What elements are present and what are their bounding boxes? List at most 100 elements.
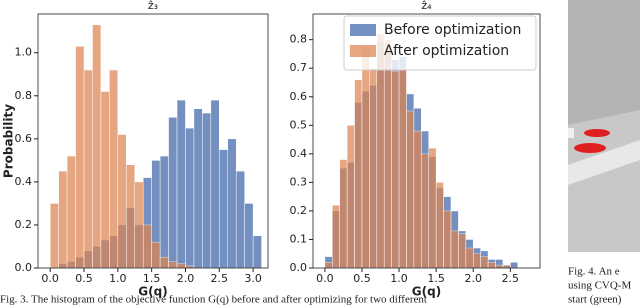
hist-bar <box>244 203 254 269</box>
x-tick-label: 1.0 <box>390 272 408 285</box>
x-tick-label: 2.0 <box>464 272 482 285</box>
x-axis-label: G(q) <box>138 285 167 299</box>
chart-title: ẑ₃ <box>148 0 158 12</box>
y-tick-label: 0.8 <box>290 33 308 46</box>
hist-bar <box>185 127 195 269</box>
hist-bar <box>443 210 452 269</box>
chart-title: ẑ₄ <box>421 0 432 12</box>
hist-bar <box>458 233 467 269</box>
hist-bar <box>75 46 85 269</box>
hist-bar <box>252 235 262 269</box>
hist-bar <box>176 263 186 269</box>
hist-bar <box>202 112 212 269</box>
hist-bar <box>92 24 102 269</box>
fig4-caption: start (green) <box>568 294 622 305</box>
x-tick-label: 0.5 <box>75 272 93 285</box>
y-tick-label: 0.3 <box>290 175 308 188</box>
fig3-caption: Fig. 3. The histogram of the objective f… <box>0 294 427 305</box>
y-tick-label: 0.2 <box>290 204 308 217</box>
x-tick-label: 1.5 <box>143 272 161 285</box>
legend-label: After optimization <box>384 43 509 59</box>
hist-bar <box>428 147 437 269</box>
hist-bar <box>126 164 135 269</box>
hist-bar <box>339 159 348 269</box>
hist-bar <box>219 149 228 269</box>
x-tick-label: 1.0 <box>109 272 127 285</box>
hist-bar <box>151 241 161 269</box>
hist-bar <box>109 69 119 269</box>
x-tick-label: 1.5 <box>427 272 445 285</box>
hist-bar <box>472 253 481 269</box>
hist-bar <box>235 170 245 269</box>
hist-bar <box>168 117 178 269</box>
hist-bar <box>487 262 496 269</box>
y-tick-label: 0.0 <box>290 261 308 274</box>
hist-bar <box>58 170 68 269</box>
x-tick-label: 0.5 <box>353 272 371 285</box>
hist-bar <box>502 264 511 269</box>
hist-bar <box>391 70 400 269</box>
hist-bar <box>413 130 422 269</box>
x-tick-label: 3.0 <box>244 272 262 285</box>
x-tick-label: 0.0 <box>41 272 59 285</box>
x-tick-label: 2.5 <box>502 272 520 285</box>
hist-bar <box>332 204 340 269</box>
x-tick-label: 2.0 <box>177 272 195 285</box>
hist-bar <box>142 224 152 269</box>
hist-bar <box>176 99 186 269</box>
legend-swatch <box>350 45 376 57</box>
y-tick-label: 0.6 <box>15 132 33 145</box>
legend-label: Before optimization <box>384 22 521 38</box>
x-tick-label: 0.0 <box>316 272 334 285</box>
hist-bar <box>168 261 178 269</box>
hist-bar <box>159 155 169 269</box>
hist-bar <box>159 256 169 269</box>
hist-bar <box>193 108 203 269</box>
hist-bar <box>66 155 76 269</box>
y-tick-label: 0.1 <box>290 232 308 245</box>
hist-bar <box>369 67 378 269</box>
fig4-caption: Fig. 4. An e <box>568 266 620 278</box>
render-image <box>568 0 640 252</box>
legend-box <box>343 15 537 71</box>
hist-bar <box>49 203 59 269</box>
x-axis-label: G(q) <box>412 285 441 299</box>
hist-bar <box>465 247 474 269</box>
axes-frame <box>37 13 269 269</box>
hist-bar <box>83 69 93 269</box>
y-axis-label: Probability <box>2 104 16 178</box>
hist-bar <box>100 91 110 269</box>
legend-swatch <box>350 24 376 36</box>
hist-bar <box>450 230 459 269</box>
y-tick-label: 0.7 <box>290 61 308 74</box>
y-tick-label: 1.0 <box>15 46 33 59</box>
hist-bar <box>324 262 333 269</box>
hist-bar <box>346 125 355 269</box>
axes-frame <box>312 13 541 269</box>
hist-bar <box>354 79 363 269</box>
y-tick-label: 0.4 <box>15 175 33 188</box>
y-tick-label: 0.4 <box>290 147 308 160</box>
hist-bar <box>134 181 144 269</box>
chart: 0.0 0.5 1.0 1.5 2.0 2.5 3.0 0.0 0.2 0.4 0.6 0.8 1.0 ẑ… <box>2 0 269 299</box>
hist-bar <box>435 182 444 269</box>
y-tick-label: 0.6 <box>290 90 308 103</box>
hist-bar <box>480 256 489 269</box>
chart: 0.0 0.5 1.0 1.5 2.0 2.5 0.0 0.1 0.2 0.3 0.4 0.5 0.6 0… <box>290 0 541 299</box>
hist-bar <box>383 39 392 269</box>
y-tick-label: 0.0 <box>15 261 33 274</box>
hist-bar <box>495 264 504 269</box>
hist-bar <box>398 67 407 269</box>
y-tick-label: 0.2 <box>15 218 33 231</box>
hist-bar <box>421 153 429 269</box>
fig4-caption: using CVQ-M <box>568 280 631 292</box>
hist-bar <box>117 134 127 269</box>
x-tick-label: 2.5 <box>211 272 229 285</box>
hist-bar <box>361 45 370 269</box>
hist-bar <box>510 262 518 269</box>
y-tick-label: 0.5 <box>290 118 308 131</box>
hist-bar <box>227 138 237 269</box>
hist-bar <box>406 110 415 269</box>
hist-bar <box>210 99 220 269</box>
